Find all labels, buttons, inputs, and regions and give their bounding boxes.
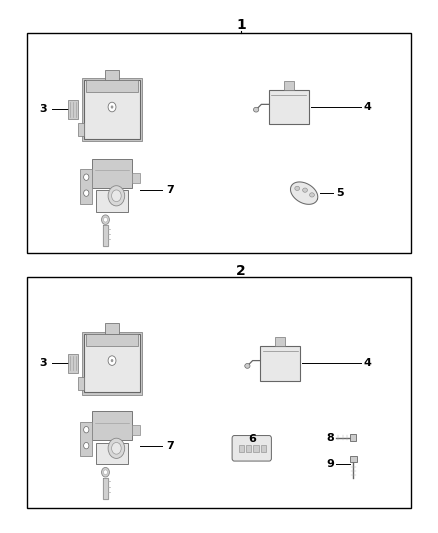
Ellipse shape xyxy=(84,442,89,449)
Text: 5: 5 xyxy=(336,188,344,198)
Ellipse shape xyxy=(295,186,300,190)
Bar xyxy=(92,411,132,440)
Bar xyxy=(80,169,92,204)
Bar xyxy=(261,445,266,452)
Bar xyxy=(68,354,78,373)
Polygon shape xyxy=(103,225,108,246)
Bar xyxy=(84,80,141,139)
Bar xyxy=(106,70,119,80)
Bar xyxy=(92,159,132,188)
Text: 1: 1 xyxy=(236,18,246,31)
Text: 8: 8 xyxy=(326,433,334,443)
Bar xyxy=(254,445,259,452)
Bar xyxy=(27,33,411,253)
Bar xyxy=(284,81,294,90)
Ellipse shape xyxy=(111,359,113,362)
Bar xyxy=(84,334,141,392)
Bar xyxy=(78,376,84,390)
Text: 3: 3 xyxy=(40,358,47,368)
Ellipse shape xyxy=(84,174,89,180)
Polygon shape xyxy=(103,478,108,499)
Bar xyxy=(261,346,300,381)
Ellipse shape xyxy=(102,215,110,224)
Bar xyxy=(275,337,286,346)
Ellipse shape xyxy=(111,106,113,109)
Ellipse shape xyxy=(108,185,125,206)
Bar xyxy=(78,123,84,136)
Text: 7: 7 xyxy=(166,185,174,196)
Ellipse shape xyxy=(102,467,110,477)
Text: 2: 2 xyxy=(236,264,246,278)
Bar xyxy=(95,190,128,212)
Ellipse shape xyxy=(103,470,107,474)
Ellipse shape xyxy=(303,188,307,192)
Ellipse shape xyxy=(310,193,314,197)
Bar xyxy=(239,445,244,452)
Ellipse shape xyxy=(108,438,125,458)
Text: 4: 4 xyxy=(364,102,371,112)
Text: 9: 9 xyxy=(326,459,334,469)
Ellipse shape xyxy=(108,102,116,112)
Text: 7: 7 xyxy=(166,441,174,451)
FancyBboxPatch shape xyxy=(232,435,272,461)
Bar xyxy=(82,332,142,394)
Bar xyxy=(132,425,140,435)
Bar xyxy=(80,422,92,456)
Bar xyxy=(269,90,308,124)
Bar xyxy=(350,456,357,462)
Polygon shape xyxy=(290,182,318,204)
Bar xyxy=(86,80,138,92)
Ellipse shape xyxy=(112,190,121,201)
Ellipse shape xyxy=(84,190,89,196)
Bar xyxy=(132,173,140,182)
Ellipse shape xyxy=(254,107,259,112)
Ellipse shape xyxy=(112,442,121,454)
Text: 6: 6 xyxy=(248,434,256,445)
Ellipse shape xyxy=(103,217,107,222)
Text: 3: 3 xyxy=(40,103,47,114)
Text: 4: 4 xyxy=(364,358,371,368)
Bar xyxy=(82,78,142,141)
Bar xyxy=(27,277,411,508)
Bar xyxy=(68,100,78,119)
Ellipse shape xyxy=(108,356,116,366)
Bar xyxy=(246,445,251,452)
Bar xyxy=(350,434,356,441)
Bar xyxy=(106,324,119,334)
Ellipse shape xyxy=(84,426,89,433)
Bar xyxy=(86,334,138,346)
Ellipse shape xyxy=(245,364,250,368)
Bar xyxy=(95,443,128,464)
